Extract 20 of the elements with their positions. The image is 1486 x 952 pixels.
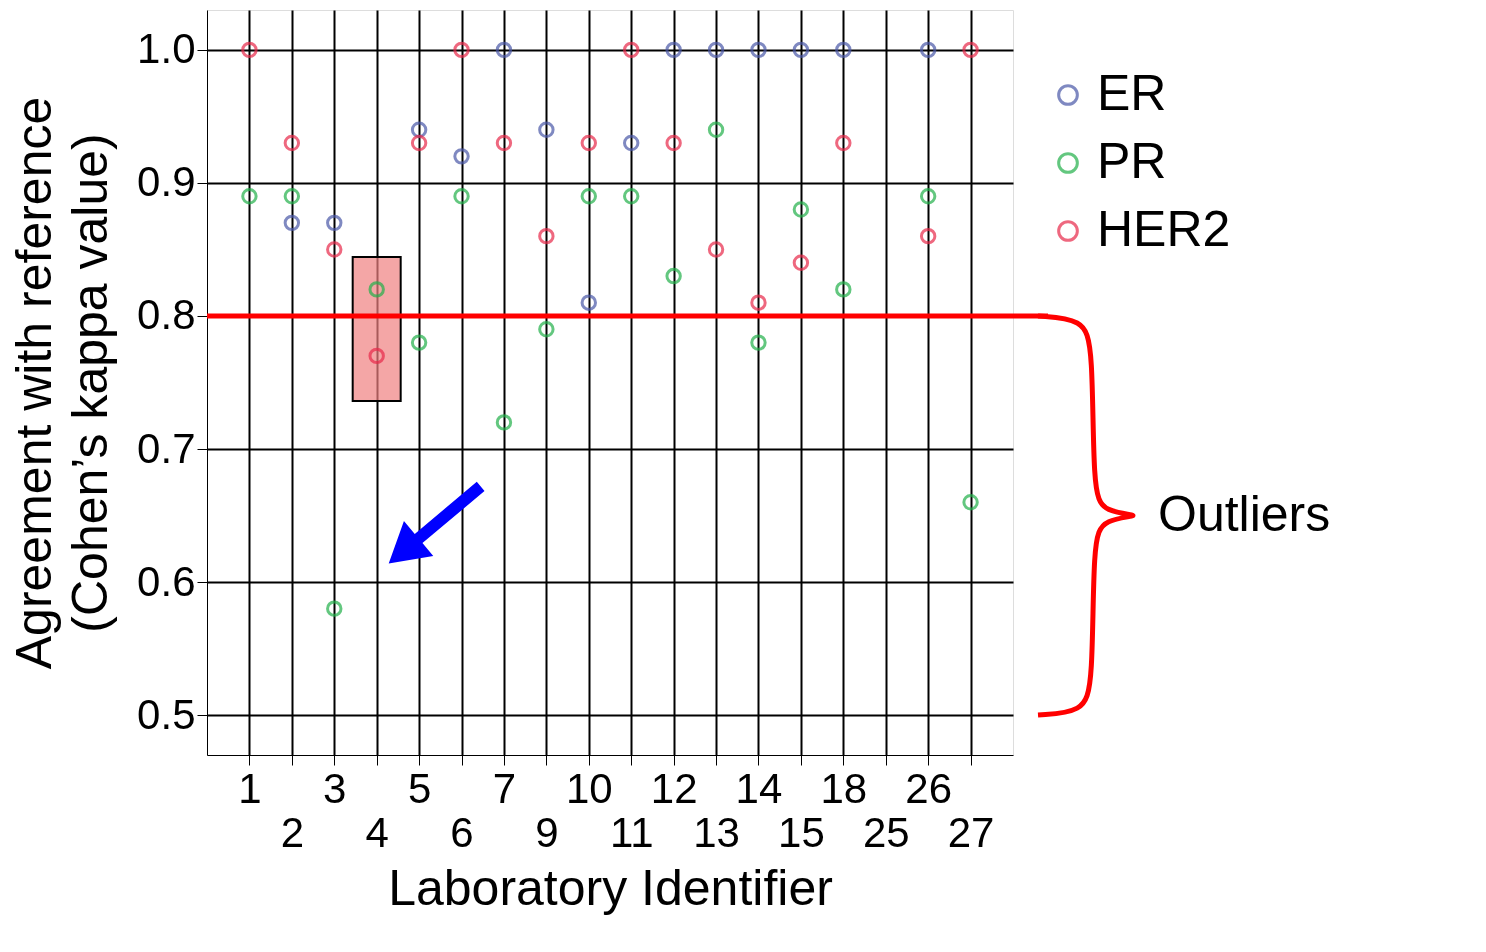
x-tick-label: 6 bbox=[450, 808, 474, 856]
x-axis-title: Laboratory Identifier bbox=[388, 859, 833, 916]
x-tick-label: 1 bbox=[238, 764, 262, 812]
x-tick-label: 9 bbox=[535, 808, 559, 856]
y-tick-label: 0.8 bbox=[137, 291, 196, 339]
x-tick-label: 7 bbox=[492, 764, 517, 812]
x-tick-label: 3 bbox=[323, 764, 347, 812]
y-tick-label: 0.9 bbox=[137, 158, 196, 206]
legend-label: ER bbox=[1097, 65, 1167, 121]
legend-label: PR bbox=[1097, 133, 1167, 189]
y-tick-label: 1.0 bbox=[137, 25, 196, 73]
text: Outliers bbox=[1158, 485, 1331, 542]
y-tick-label: 0.5 bbox=[137, 690, 196, 738]
y-tick-label: 0.7 bbox=[137, 424, 196, 472]
y-tick-label: 0.6 bbox=[137, 557, 196, 605]
y-axis-title: Agreement with reference (Cohen’s kappa value) bbox=[6, 96, 119, 670]
x-tick-label: 4 bbox=[365, 808, 389, 856]
legend-label: HER2 bbox=[1097, 201, 1231, 257]
x-tick-label: 5 bbox=[407, 764, 432, 812]
x-tick-label: 2 bbox=[280, 808, 305, 856]
